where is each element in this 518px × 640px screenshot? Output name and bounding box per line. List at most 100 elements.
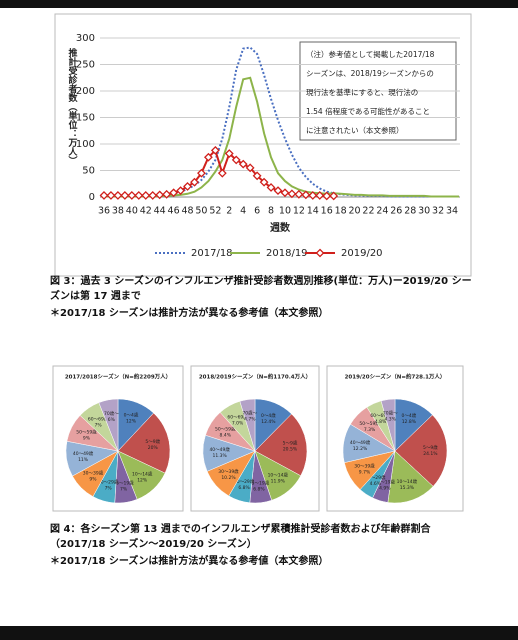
legend-label: 2018/19 [266,248,308,259]
point-marker [203,152,213,162]
legend-marker [315,248,325,258]
slice-label: 10〜14歳 [132,470,153,477]
caption-note: ＊2017/18 シーズンは推計方法が異なる参考値（本文参照） [50,308,329,319]
slice-value: 6.8% [253,487,265,493]
x-tick-label: 36 [98,206,110,217]
point-marker [322,191,332,201]
slice-label: 20〜29歳 [98,478,119,485]
slice-label: 20〜29歳 [234,478,255,485]
y-tick-label: 150 [76,113,95,124]
x-tick-label: 4 [240,206,246,217]
slice-label: 0〜4歳 [401,412,416,419]
y-tick-label: 50 [82,166,95,177]
slice-label: 0〜4歳 [124,412,139,419]
slice-value: 9% [89,477,97,483]
pie-title: 2019/20シーズン（N=約728.1万人） [345,373,446,381]
slice-value: 7% [95,422,103,428]
slice-value: 12.2% [353,446,368,452]
pie-slice [394,414,448,487]
slice-label: 70歳〜 [242,410,257,417]
point-marker [120,190,130,200]
series-line [104,76,459,198]
pie-frame [326,365,464,512]
x-tick-label: 12 [293,206,305,217]
point-marker [134,190,144,200]
point-marker [148,190,158,200]
slice-value: 11.9% [271,479,286,485]
y-tick-label: 300 [76,33,95,44]
point-marker [245,163,255,173]
slice-value: 4.3% [385,416,397,422]
slice-value: 4.9% [379,485,391,491]
annotation-line: シーズンは、2018/19シーズンからの [306,68,434,78]
pie-slice [239,398,256,452]
point-marker [308,190,318,200]
x-tick-label: 32 [432,206,444,217]
slice-label: 30〜39歳 [354,462,375,469]
x-tick-label: 52 [209,206,221,217]
slice-label: 15〜19歳 [249,480,270,487]
caption-note: ＊2017/18 シーズンは推計方法が異なる参考値（本文参照） [50,556,329,567]
legend-label: 2019/20 [341,248,383,259]
point-marker [287,189,297,199]
x-tick-label: 38 [112,206,124,217]
slice-label: 5〜9歳 [145,438,160,445]
x-tick-label: 42 [140,206,152,217]
slice-value: 7.3% [364,427,376,433]
slice-value: 9% [83,435,91,441]
point-marker [301,190,311,200]
slice-value: 11.3% [213,453,228,459]
page: 0 50 100 150 200 250 300 36 38 40 42 44 46 48 50 52 2 4 6 8… [0,8,518,626]
slice-label: 10〜14歳 [268,472,289,479]
annotation-line: に注意されたい（本文参照） [306,125,404,135]
point-marker [259,177,269,187]
slice-label: 10〜14歳 [397,478,418,485]
point-marker [176,186,185,196]
slice-label: 60〜69歳 [88,415,109,422]
y-axis-label: 推計受診者数（単位：万人） [67,47,79,165]
x-tick-label: 34 [446,206,458,217]
caption: 図 3：過去 3 シーズンのインフルエンザ推計受診者数週別推移(単位：万人)ー2… [50,276,472,302]
x-tick-label: 50 [195,206,207,217]
pie-title: 2018/2019シーズン（N=約1170.4万人） [199,373,311,381]
slice-label: 60〜69歳 [227,414,248,421]
x-tick-label: 46 [168,206,180,217]
y-tick-label: 100 [76,139,95,150]
slice-label: 15〜19歳 [375,478,396,485]
chart-frame [54,13,472,277]
slice-label: 70歳〜 [383,409,398,416]
annotation-line: 1.54 倍程度である可能性があること [306,106,430,116]
slice-value: 20% [148,445,159,451]
slice-label: 50〜59歳 [76,428,97,435]
x-tick-label: 24 [376,206,388,217]
point-marker [210,145,220,155]
slice-value: 6% [108,417,116,423]
slice-value: 7% [105,485,113,491]
pie-frame [190,365,320,512]
point-marker [162,189,172,199]
x-tick-label: 22 [362,206,374,217]
slice-value: 12% [126,419,137,425]
slice-label: 50〜59歳 [215,425,236,432]
point-marker [329,191,339,201]
slice-value: 24.1% [423,451,438,457]
annotation-line: 現行法を基準にすると、現行法の [306,87,418,97]
point-marker [273,186,283,196]
point-marker [106,190,116,200]
slice-value: 12.8% [402,419,417,425]
slice-label: 5〜9歳 [423,444,438,451]
point-marker [315,190,325,200]
slice-value: 20.5% [283,446,298,452]
pie-title: 2017/2018シーズン（N=約2209万人） [65,373,171,381]
point-marker [127,190,137,200]
slice-value: 7% [120,486,128,492]
point-marker [141,190,151,200]
point-marker [266,183,276,192]
pie-slice [387,450,434,504]
point-marker [231,155,241,165]
slice-label: 30〜39歳 [83,470,104,477]
pie-frame [52,365,184,512]
slice-value: 11% [78,457,89,463]
x-tick-label: 40 [126,206,138,217]
point-marker [252,171,262,181]
